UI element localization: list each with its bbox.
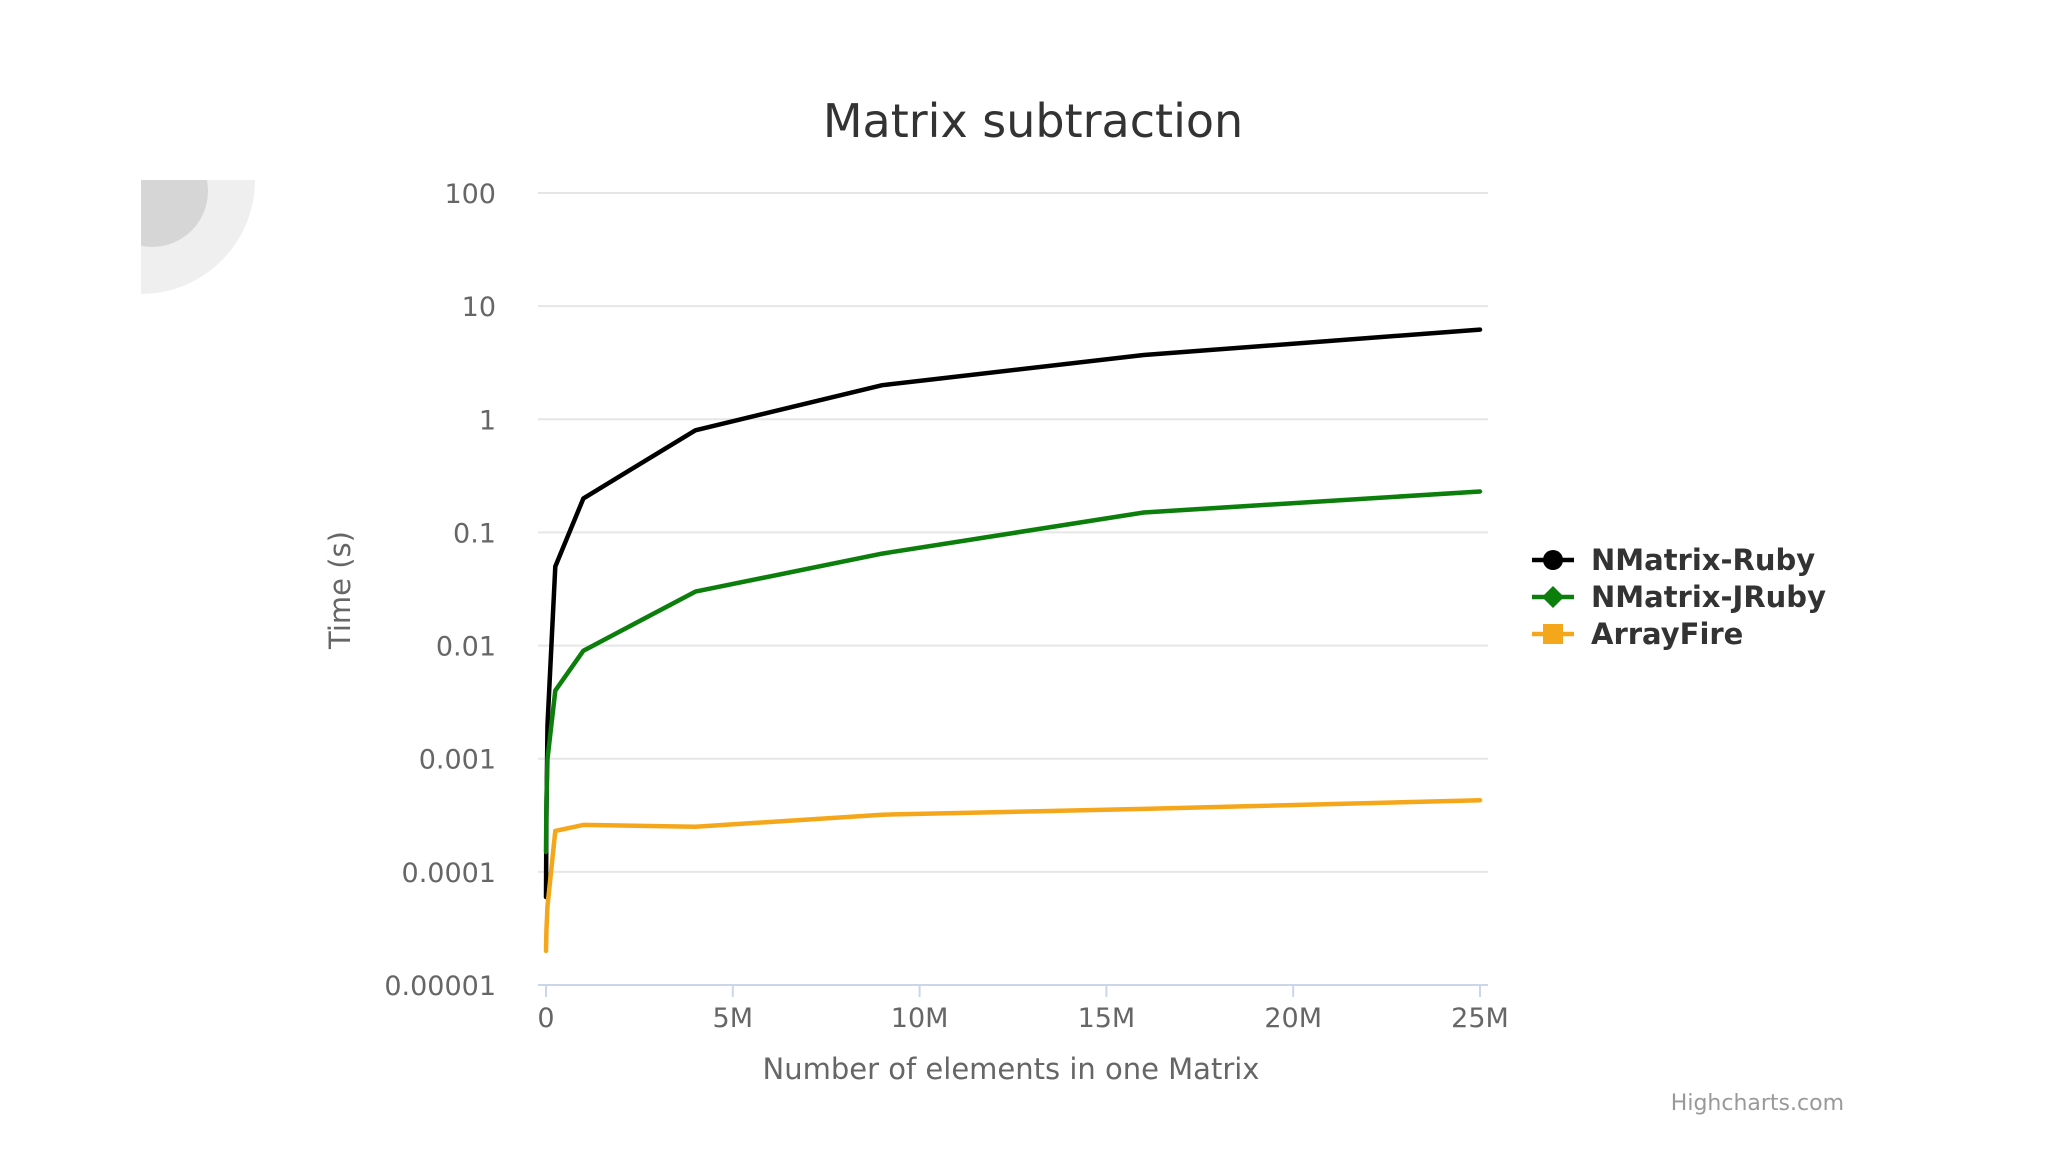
- legend-label: NMatrix-JRuby: [1591, 580, 1826, 614]
- diamond-marker-icon: [1542, 586, 1564, 608]
- y-tick-label: 1: [479, 405, 496, 436]
- y-tick-label: 100: [444, 179, 496, 210]
- y-tick-label: 10: [462, 292, 496, 323]
- series-group: [543, 327, 1483, 954]
- x-tick-label: 10M: [891, 1003, 949, 1034]
- x-tick-label: 20M: [1264, 1003, 1322, 1034]
- gridlines: [538, 192, 1488, 873]
- legend-label: ArrayFire: [1591, 617, 1743, 651]
- circle-marker-icon: [1543, 550, 1563, 570]
- series-line-arrayfire[interactable]: [543, 797, 1483, 954]
- x-tick-label: 5M: [713, 1003, 753, 1034]
- legend-item-nmatrix-jruby[interactable]: NMatrix-JRuby: [1532, 580, 1826, 614]
- y-axis-ticks: 0.00001 0.0001 0.001 0.01 0.1 1 10 100: [384, 179, 496, 1002]
- y-tick-label: 0.01: [436, 632, 496, 663]
- x-axis-title: Number of elements in one Matrix: [763, 1052, 1260, 1086]
- legend-item-arrayfire[interactable]: ArrayFire: [1532, 617, 1743, 651]
- legend-label: NMatrix-Ruby: [1591, 543, 1815, 577]
- y-tick-label: 0.00001: [384, 971, 496, 1002]
- y-tick-label: 0.001: [419, 745, 496, 776]
- y-axis-title: Time (s): [323, 531, 357, 650]
- chart-title: Matrix subtraction: [823, 94, 1243, 148]
- series-line-nmatrix-jruby[interactable]: [543, 489, 1483, 855]
- y-tick-label: 0.1: [453, 518, 496, 549]
- decorative-quarter-circle: [141, 180, 255, 294]
- chart-credit[interactable]: Highcharts.com: [1671, 1091, 1844, 1116]
- x-tick-label: 0: [537, 1003, 554, 1034]
- x-axis: 0 5M 10M 15M 20M 25M: [537, 984, 1509, 1034]
- square-marker-icon: [1543, 624, 1563, 644]
- y-tick-label: 0.0001: [402, 858, 496, 889]
- x-tick-label: 15M: [1078, 1003, 1136, 1034]
- x-tick-label: 25M: [1451, 1003, 1509, 1034]
- legend-item-nmatrix-ruby[interactable]: NMatrix-Ruby: [1532, 543, 1815, 577]
